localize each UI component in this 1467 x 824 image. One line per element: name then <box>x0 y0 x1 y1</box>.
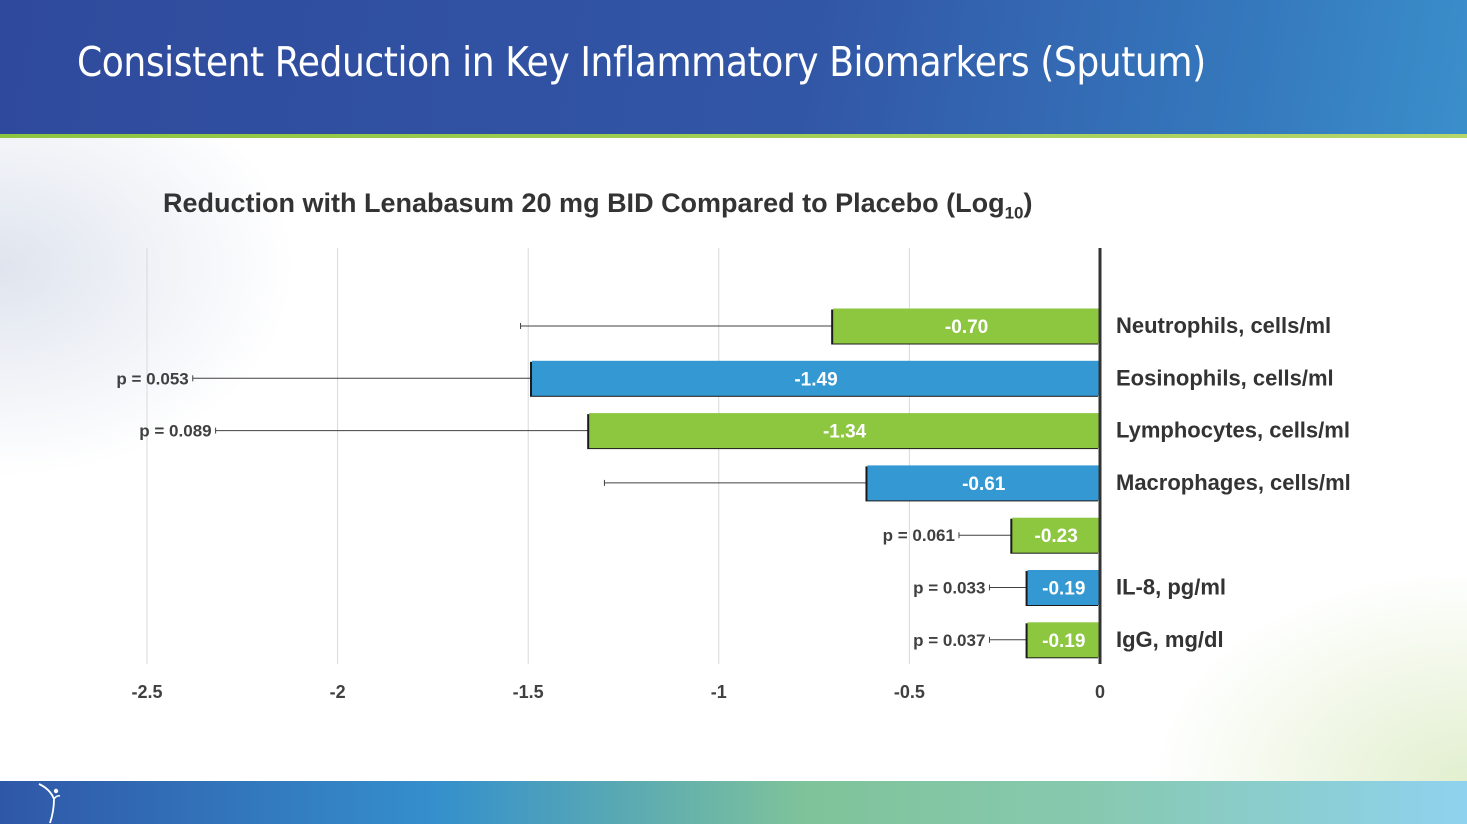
x-tick-label: -0.5 <box>894 682 925 702</box>
chart-title-text: Reduction with Lenabasum 20 mg BID Compa… <box>163 188 1005 218</box>
p-value-label: p = 0.089 <box>139 422 211 441</box>
bar <box>589 413 1100 449</box>
bar <box>532 360 1100 396</box>
chart-title-suffix: ) <box>1023 188 1033 218</box>
chart-title-subscript: 10 <box>1004 203 1024 223</box>
x-tick-label: -2.5 <box>131 682 162 702</box>
category-label: Lymphocytes, cells/ml <box>1116 418 1350 443</box>
label-backdrop <box>1104 300 1442 500</box>
bar <box>833 308 1100 344</box>
p-value-label: p = 0.033 <box>913 579 985 598</box>
category-label: Neutrophils, cells/ml <box>1116 313 1331 338</box>
company-logo-icon <box>38 783 61 824</box>
bar <box>1012 517 1100 553</box>
bar-value-label: -0.23 <box>1035 526 1078 547</box>
bar-value-label: -0.19 <box>1042 579 1085 600</box>
bar-chart: -2.5 -2 -1.5 -1 -0.5 0 -0.70 Neutrophils, cells… <box>116 248 1442 702</box>
bar-value-label: -1.49 <box>794 369 837 390</box>
bar-value-label: -0.70 <box>945 317 988 338</box>
x-tick-label: -1 <box>711 682 727 702</box>
slide-footer <box>0 781 1467 824</box>
bar <box>1027 622 1100 658</box>
x-tick-label: -2 <box>330 682 346 702</box>
bar <box>1027 570 1100 605</box>
bar-value-label: -0.61 <box>962 474 1006 495</box>
category-label: IgG, mg/dl <box>1116 627 1224 652</box>
p-value-label: p = 0.061 <box>883 526 955 545</box>
bar <box>867 465 1100 501</box>
p-value-label: p = 0.037 <box>913 631 985 650</box>
header-accent-line <box>0 134 1467 138</box>
p-value-label: p = 0.053 <box>116 369 188 388</box>
bar-value-label: -1.34 <box>823 422 867 443</box>
slide-header: Consistent Reduction in Key Inflammatory… <box>0 0 1467 134</box>
bar-value-label: -0.19 <box>1042 631 1085 652</box>
category-label: IL-8, pg/ml <box>1116 575 1226 600</box>
chart-title: Reduction with Lenabasum 20 mg BID Compa… <box>163 188 1033 223</box>
category-label: Eosinophils, cells/ml <box>1116 365 1334 390</box>
slide-title: Consistent Reduction in Key Inflammatory… <box>77 38 1206 86</box>
category-label: Macrophages, cells/ml <box>1116 470 1351 495</box>
x-tick-label: 0 <box>1095 682 1105 702</box>
x-tick-label: -1.5 <box>513 682 544 702</box>
